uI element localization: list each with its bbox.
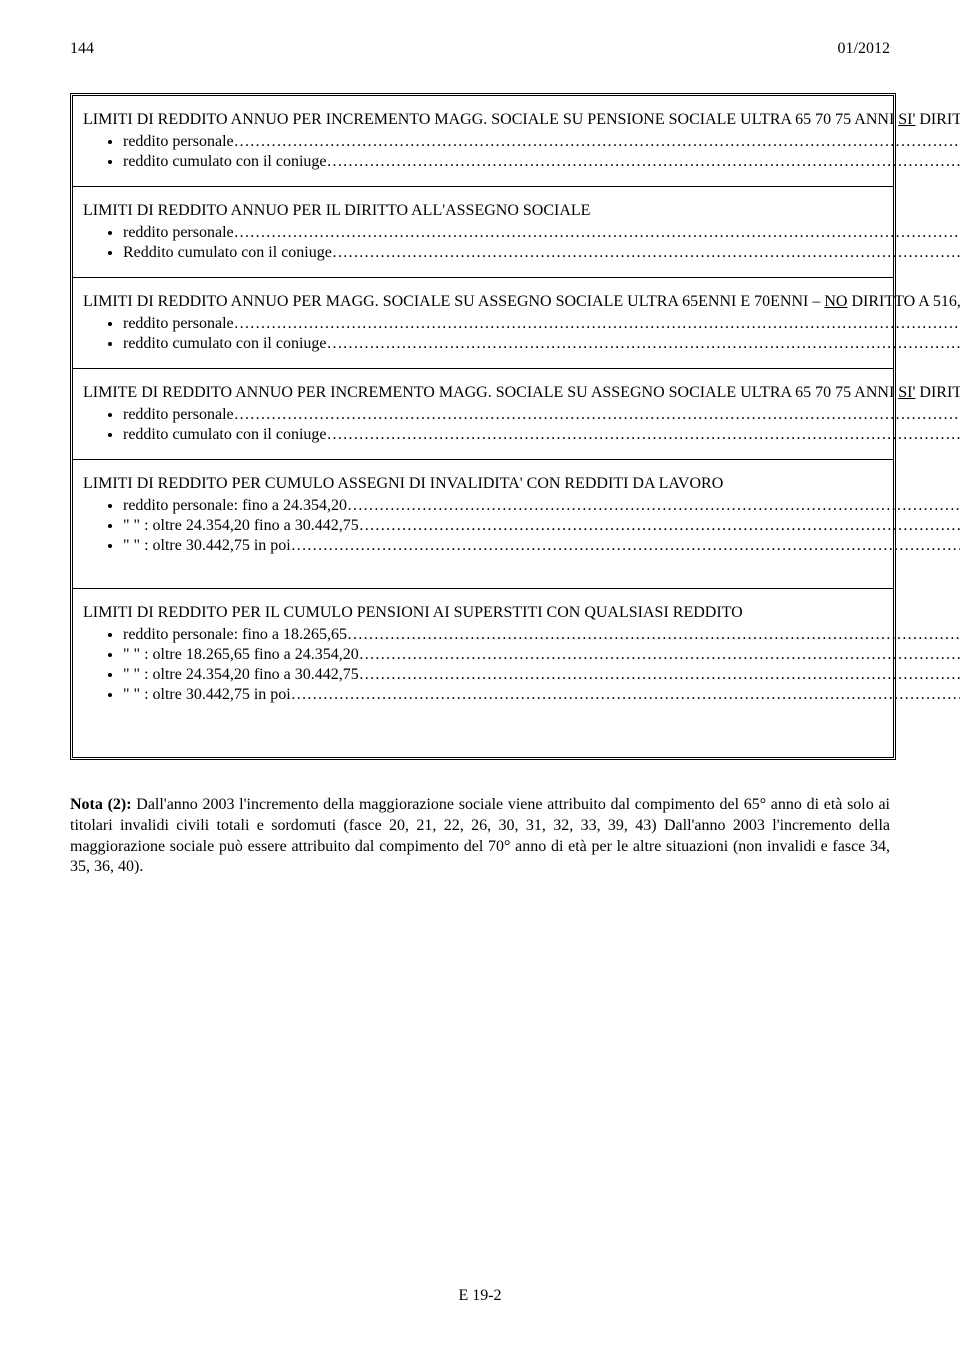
list-item: reddito personale: fino a 18.265,65 bbox=[123, 625, 960, 645]
section-title-part: LIMITI DI REDDITO PER IL CUMULO PENSIONI… bbox=[83, 604, 743, 621]
dots-fill bbox=[234, 132, 960, 152]
section-title-part: DIRITTO A 516,46 € bbox=[915, 111, 960, 128]
dots-fill bbox=[359, 516, 960, 536]
limits-table: LIMITI DI REDDITO ANNUO PER INCREMENTO M… bbox=[70, 93, 896, 760]
section-left: LIMITI DI REDDITO ANNUO PER MAGG. SOCIAL… bbox=[73, 278, 960, 368]
dots-fill bbox=[291, 536, 960, 556]
dots-fill bbox=[234, 223, 960, 243]
item-label: reddito personale: fino a 18.265,65 bbox=[123, 625, 347, 645]
item-label: reddito personale: fino a 24.354,20 bbox=[123, 496, 347, 516]
section-title: LIMITE DI REDDITO ANNUO PER INCREMENTO M… bbox=[83, 383, 960, 403]
list-item: Reddito cumulato con il coniuge bbox=[123, 243, 960, 263]
section-title: LIMITI DI REDDITO PER IL CUMULO PENSIONI… bbox=[83, 603, 960, 623]
section-title: LIMITI DI REDDITO ANNUO PER IL DIRITTO A… bbox=[83, 201, 960, 221]
item-list: reddito personaleReddito cumulato con il… bbox=[83, 223, 960, 263]
table-section: LIMITI DI REDDITO ANNUO PER INCREMENTO M… bbox=[73, 96, 893, 187]
section-left: LIMITE DI REDDITO ANNUO PER INCREMENTO M… bbox=[73, 369, 960, 459]
list-item: " " : oltre 24.354,20 fino a 30.442,75 bbox=[123, 516, 960, 536]
item-label: " " : oltre 18.265,65 fino a 24.354,20 bbox=[123, 645, 359, 665]
list-item: reddito cumulato con il coniuge bbox=[123, 152, 960, 172]
table-section: LIMITI DI REDDITO PER IL CUMULO PENSIONI… bbox=[73, 589, 893, 757]
list-item: reddito cumulato con il coniuge bbox=[123, 334, 960, 354]
list-item: reddito personale bbox=[123, 405, 960, 425]
dots-fill bbox=[359, 645, 960, 665]
item-list: reddito personale: fino a 24.354,20 " " … bbox=[83, 496, 960, 556]
item-list: reddito personalereddito cumulato con il… bbox=[83, 314, 960, 354]
item-label: " " : oltre 24.354,20 fino a 30.442,75 bbox=[123, 516, 359, 536]
list-item: reddito personale: fino a 24.354,20 bbox=[123, 496, 960, 516]
list-item: " " : oltre 18.265,65 fino a 24.354,20 bbox=[123, 645, 960, 665]
section-title-part: SI' bbox=[898, 111, 915, 128]
section-left: LIMITI DI REDDITO ANNUO PER INCREMENTO M… bbox=[73, 96, 960, 186]
section-title-part: DIRITTO A 516,46 € bbox=[847, 293, 960, 310]
footnote: Nota (2): Dall'anno 2003 l'incremento de… bbox=[70, 795, 890, 878]
list-item: reddito cumulato con il coniuge bbox=[123, 425, 960, 445]
dots-fill bbox=[234, 314, 960, 334]
section-left: LIMITI DI REDDITO PER IL CUMULO PENSIONI… bbox=[73, 589, 960, 757]
header-left: 144 bbox=[70, 40, 94, 58]
section-title-part: LIMITI DI REDDITO ANNUO PER IL DIRITTO A… bbox=[83, 202, 590, 219]
item-label: reddito personale bbox=[123, 132, 234, 152]
item-label: " " : oltre 24.354,20 fino a 30.442,75 bbox=[123, 665, 359, 685]
section-left: LIMITI DI REDDITO ANNUO PER IL DIRITTO A… bbox=[73, 187, 960, 277]
section-title-part: NO bbox=[824, 293, 847, 310]
section-title-part: LIMITI DI REDDITO ANNUO PER MAGG. SOCIAL… bbox=[83, 293, 824, 310]
item-list: reddito personalereddito cumulato con il… bbox=[83, 132, 960, 172]
dots-fill bbox=[347, 496, 960, 516]
footnote-lead: Nota (2): bbox=[70, 796, 132, 813]
section-title-part: DIRITTO A 516,46 € bbox=[915, 384, 960, 401]
list-item: reddito personale bbox=[123, 132, 960, 152]
list-item: reddito personale bbox=[123, 223, 960, 243]
list-item: " " : oltre 30.442,75 in poi bbox=[123, 536, 960, 556]
table-section: LIMITI DI REDDITO ANNUO PER MAGG. SOCIAL… bbox=[73, 278, 893, 369]
item-list: reddito personalereddito cumulato con il… bbox=[83, 405, 960, 445]
dots-fill bbox=[291, 685, 960, 705]
item-label: " " : oltre 30.442,75 in poi bbox=[123, 685, 291, 705]
item-label: reddito personale bbox=[123, 223, 234, 243]
section-title-part: SI' bbox=[898, 384, 915, 401]
list-item: " " : oltre 30.442,75 in poi bbox=[123, 685, 960, 705]
table-section: LIMITE DI REDDITO ANNUO PER INCREMENTO M… bbox=[73, 369, 893, 460]
item-label: reddito cumulato con il coniuge bbox=[123, 425, 327, 445]
list-item: " " : oltre 24.354,20 fino a 30.442,75 bbox=[123, 665, 960, 685]
header-right: 01/2012 bbox=[838, 40, 890, 58]
dots-fill bbox=[327, 425, 960, 445]
item-label: reddito cumulato con il coniuge bbox=[123, 334, 327, 354]
dots-fill bbox=[327, 152, 960, 172]
item-list: reddito personale: fino a 18.265,65 " " … bbox=[83, 625, 960, 705]
section-title-part: LIMITI DI REDDITO ANNUO PER INCREMENTO M… bbox=[83, 111, 898, 128]
footnote-text: Dall'anno 2003 l'incremento della maggio… bbox=[70, 796, 890, 875]
page-footer: E 19-2 bbox=[0, 1287, 960, 1305]
dots-fill bbox=[327, 334, 960, 354]
section-title: LIMITI DI REDDITO ANNUO PER MAGG. SOCIAL… bbox=[83, 292, 960, 312]
item-label: reddito personale bbox=[123, 314, 234, 334]
dots-fill bbox=[347, 625, 960, 645]
dots-fill bbox=[359, 665, 960, 685]
table-section: LIMITI DI REDDITO ANNUO PER IL DIRITTO A… bbox=[73, 187, 893, 278]
list-item: reddito personale bbox=[123, 314, 960, 334]
page: 144 01/2012 LIMITI DI REDDITO ANNUO PER … bbox=[0, 0, 960, 1345]
table-section: LIMITI DI REDDITO PER CUMULO ASSEGNI DI … bbox=[73, 460, 893, 589]
section-title-part: LIMITI DI REDDITO PER CUMULO ASSEGNI DI … bbox=[83, 475, 723, 492]
section-title: LIMITI DI REDDITO ANNUO PER INCREMENTO M… bbox=[83, 110, 960, 130]
dots-fill bbox=[332, 243, 960, 263]
item-label: " " : oltre 30.442,75 in poi bbox=[123, 536, 291, 556]
section-title-part: LIMITE DI REDDITO ANNUO PER INCREMENTO M… bbox=[83, 384, 898, 401]
section-left: LIMITI DI REDDITO PER CUMULO ASSEGNI DI … bbox=[73, 460, 960, 588]
page-header: 144 01/2012 bbox=[70, 40, 890, 58]
item-label: Reddito cumulato con il coniuge bbox=[123, 243, 332, 263]
item-label: reddito cumulato con il coniuge bbox=[123, 152, 327, 172]
item-label: reddito personale bbox=[123, 405, 234, 425]
section-title: LIMITI DI REDDITO PER CUMULO ASSEGNI DI … bbox=[83, 474, 960, 494]
dots-fill bbox=[234, 405, 960, 425]
